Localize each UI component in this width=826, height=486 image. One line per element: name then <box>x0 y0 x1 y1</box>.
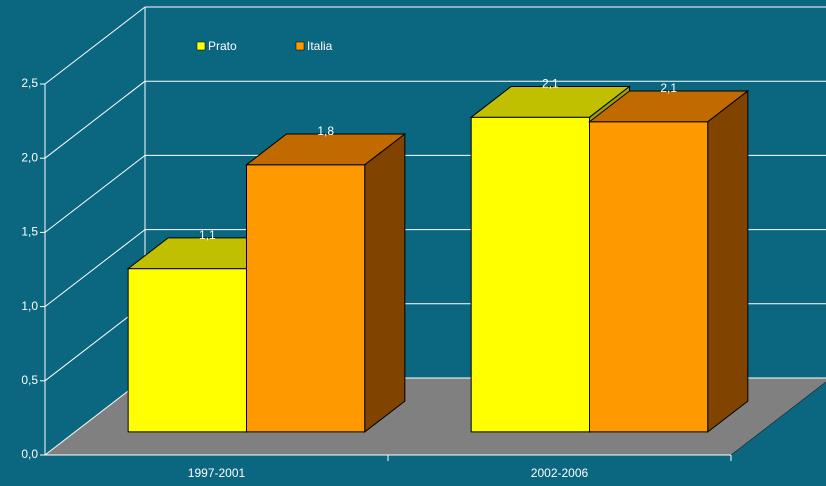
bar-front <box>127 268 247 433</box>
legend-label: Italia <box>307 39 333 53</box>
y-tick-label: 0,5 <box>21 373 38 387</box>
y-tick-label: 1,5 <box>21 225 38 239</box>
grid-line <box>44 80 146 159</box>
legend-label: Prato <box>208 39 237 53</box>
x-tick-label: 1997-2001 <box>188 466 246 480</box>
bar-side <box>707 89 749 433</box>
grid-line <box>44 155 146 233</box>
value-label: 2,1 <box>660 81 677 95</box>
grid-line <box>44 229 146 307</box>
bar-side <box>364 132 406 433</box>
y-tick-label: 0,0 <box>21 447 38 461</box>
legend-swatch <box>196 41 206 51</box>
y-tick-label: 1,0 <box>21 299 38 313</box>
bar-front <box>589 121 709 433</box>
x-tick-label: 2002-2006 <box>531 466 589 480</box>
value-label: 1,8 <box>317 124 334 138</box>
y-tick-label: 2,5 <box>21 76 38 90</box>
bar-front <box>470 116 590 433</box>
y-tick-label: 2,0 <box>21 150 38 164</box>
bar-front <box>246 164 366 433</box>
grid-line <box>44 6 146 85</box>
value-label: 1,1 <box>199 228 216 242</box>
legend-swatch <box>295 41 305 51</box>
value-label: 2,1 <box>542 77 559 91</box>
